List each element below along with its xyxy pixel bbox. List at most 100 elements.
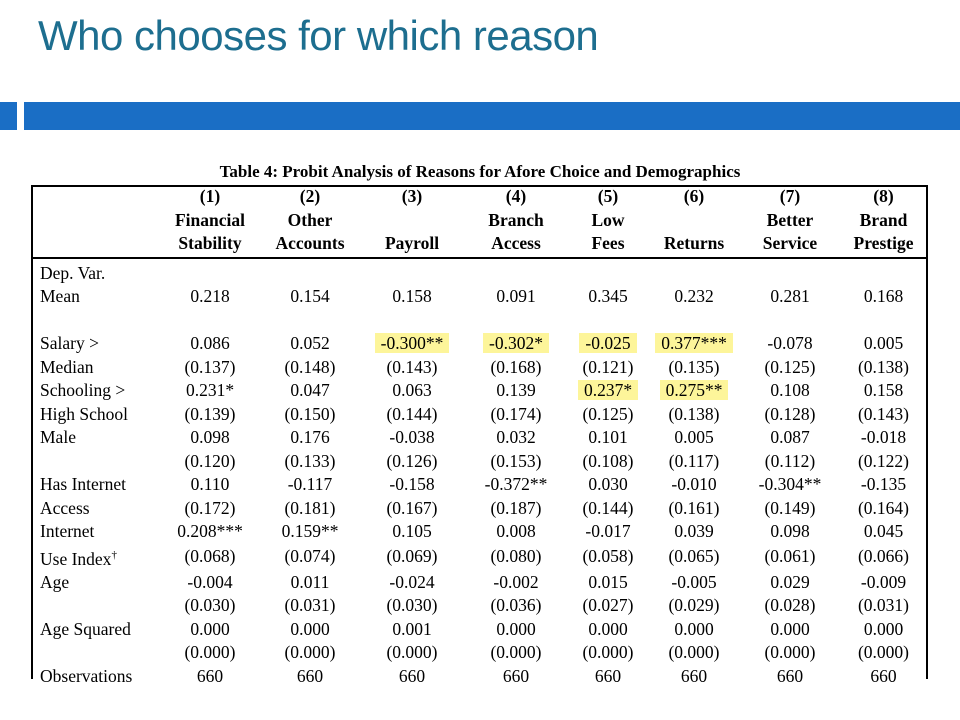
table-cell: -0.158	[360, 473, 464, 497]
cell-value: 0.000	[588, 618, 628, 639]
row-label-text: Salary >	[40, 333, 99, 353]
cell-value: 0.011	[290, 571, 330, 592]
cell-value: 0.168	[863, 286, 904, 306]
cell-value: (0.148)	[284, 356, 336, 377]
header-cell-numbers-col2: (2)	[299, 186, 321, 206]
cell-value: (0.126)	[386, 450, 438, 471]
cell-value: 660	[398, 665, 426, 686]
cell-value: (0.031)	[857, 595, 910, 616]
table-cell: (0.150)	[260, 403, 360, 427]
table-cell: -0.024	[360, 571, 464, 595]
cell-value: (0.121)	[582, 356, 634, 377]
cell-value: 0.101	[588, 427, 628, 447]
table-cell: 0.158	[840, 379, 927, 403]
highlighted-coefficient: 0.275**	[659, 380, 729, 400]
table-row: Age -0.004 0.011 -0.024 -0.002 0.015 -0.005 0.0…	[32, 571, 927, 595]
table-cell: (0.187)	[464, 497, 568, 521]
header-corner	[32, 209, 160, 233]
cell-value: 660	[296, 665, 324, 686]
table-cell: 0.168	[840, 285, 927, 309]
table-cell: 0.063	[360, 379, 464, 403]
cell-value: (0.181)	[284, 497, 336, 518]
table-cell: (0.030)	[160, 594, 260, 618]
header-cell-line1-col4: Branch	[488, 209, 544, 230]
table-cell: (0.120)	[160, 450, 260, 474]
cell-value: 0.052	[290, 333, 330, 353]
table-cell	[360, 258, 464, 286]
table-cell: -0.372**	[464, 473, 568, 497]
header-cell-line2-col5: Fees	[568, 232, 648, 259]
header-cell-line1-col2: Other	[287, 209, 333, 230]
cell-value: (0.164)	[857, 497, 910, 518]
table-row: High School (0.139) (0.150) (0.144) (0.174) (…	[32, 403, 927, 427]
row-label	[32, 450, 160, 474]
cell-value: -0.017	[585, 521, 631, 541]
table-cell: (0.061)	[740, 544, 840, 571]
cell-value: (0.031)	[284, 595, 336, 616]
table-cell: 660	[568, 665, 648, 689]
header-cell-numbers-col5: (5)	[597, 186, 619, 206]
table-cell: 0.047	[260, 379, 360, 403]
table-cell: (0.174)	[464, 403, 568, 427]
table-cell: 0.208***	[160, 520, 260, 544]
table-cell	[260, 309, 360, 333]
table-cell: 0.154	[260, 285, 360, 309]
table-cell: -0.004	[160, 571, 260, 595]
table-cell: 0.110	[160, 473, 260, 497]
table-cell: 0.098	[740, 520, 840, 544]
row-label: Use Index†	[32, 544, 160, 571]
cell-value: 0.005	[674, 427, 714, 447]
cell-value: -0.304**	[758, 474, 822, 494]
row-label: High School	[32, 403, 160, 427]
cell-value: (0.137)	[184, 356, 236, 377]
table-row: Male 0.098 0.176 -0.038 0.032 0.101 0.005 0.087…	[32, 426, 927, 450]
table-cell: 0.281	[740, 285, 840, 309]
header-cell-numbers-col7: (7)	[779, 186, 801, 206]
table-cell: 0.000	[464, 618, 568, 642]
cell-value: (0.117)	[668, 450, 720, 471]
row-label-text: Male	[40, 427, 76, 447]
highlighted-coefficient: -0.025	[579, 333, 637, 353]
table-cell: (0.000)	[260, 641, 360, 665]
table-cell	[840, 258, 927, 286]
probit-table: (1) (2) (3) (4) (5) (6) (7) (8) Financial Other B…	[32, 185, 927, 688]
cell-value: (0.150)	[284, 403, 336, 424]
table-cell: (0.137)	[160, 356, 260, 380]
table-cell: 0.001	[360, 618, 464, 642]
table-cell: 0.000	[568, 618, 648, 642]
row-label: Salary >	[32, 332, 160, 356]
table-cell: -0.018	[840, 426, 927, 450]
table-cell: (0.000)	[648, 641, 740, 665]
cell-value: (0.000)	[184, 642, 236, 663]
cell-value: (0.030)	[386, 595, 438, 616]
cell-value: -0.002	[493, 571, 539, 592]
table-cell: 0.039	[648, 520, 740, 544]
table-caption: Table 4: Probit Analysis of Reasons for …	[0, 162, 960, 182]
table-cell	[260, 258, 360, 286]
table-cell: -0.304**	[740, 473, 840, 497]
row-label-text: Access	[40, 497, 90, 518]
table-cell: (0.058)	[568, 544, 648, 571]
table-cell	[568, 258, 648, 286]
table-cell: 660	[648, 665, 740, 689]
cell-value: -0.117	[287, 474, 333, 494]
row-label-text: Has Internet	[40, 474, 127, 494]
cell-value: (0.143)	[386, 356, 438, 377]
footnote-marker: †	[111, 548, 117, 561]
row-label-text: Mean	[40, 286, 80, 306]
table-cell: 0.237*	[568, 379, 648, 403]
table-cell: (0.000)	[360, 641, 464, 665]
table-cell: -0.025	[568, 332, 648, 356]
cell-value: (0.036)	[490, 595, 542, 616]
table-cell: (0.036)	[464, 594, 568, 618]
table-row: Access (0.172) (0.181) (0.167) (0.187) (0.144…	[32, 497, 927, 521]
cell-value: (0.144)	[386, 403, 438, 424]
cell-value: (0.153)	[490, 450, 542, 471]
table-cell: -0.302*	[464, 332, 568, 356]
cell-value: (0.167)	[386, 497, 438, 518]
cell-value: 0.105	[392, 521, 432, 541]
row-label-text: High School	[40, 403, 128, 424]
table-row: Observations 660 660 660 660 660 660 660 660	[32, 665, 927, 689]
cell-value: (0.138)	[668, 403, 720, 424]
table-body: Dep. Var. Mean 0.218 0.154 0.158 0.091 0.345 0.…	[32, 258, 927, 689]
